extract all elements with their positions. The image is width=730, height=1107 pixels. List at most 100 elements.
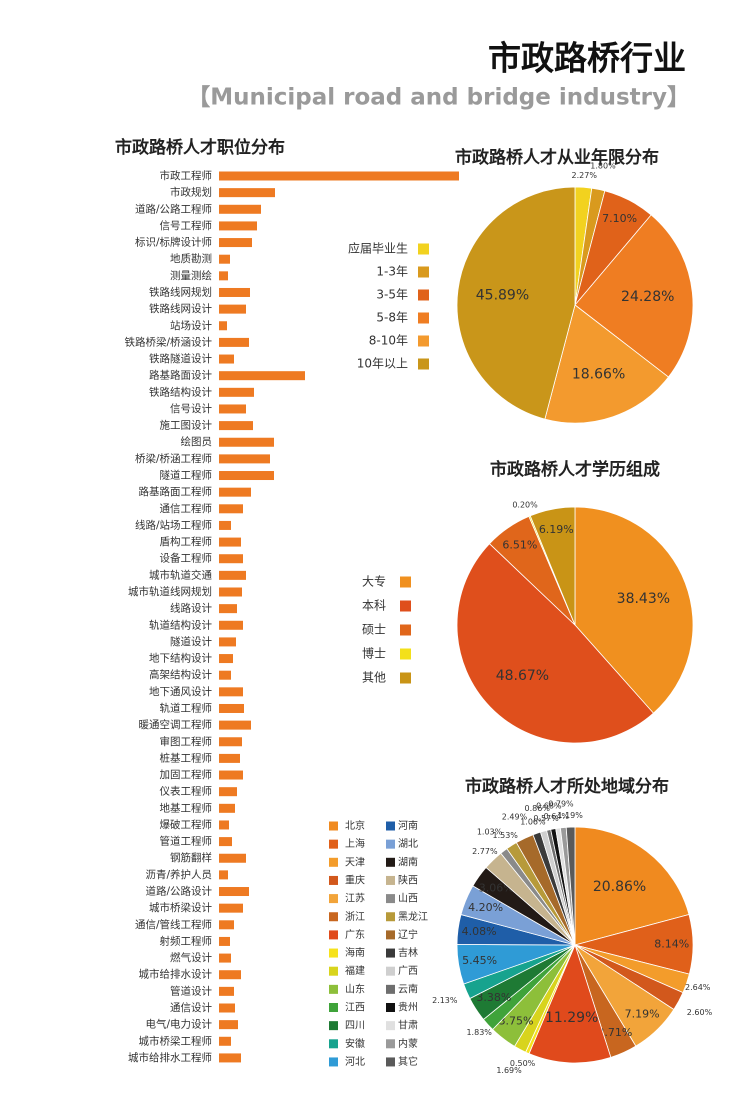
legend-label: 内蒙 — [398, 1037, 418, 1050]
pie-value-label: 2.27% — [572, 171, 598, 180]
bar-label: 隧道设计 — [170, 635, 212, 648]
pie-value-label: 0.79% — [548, 800, 574, 809]
bar — [219, 287, 250, 297]
legend-label: 山东 — [345, 982, 365, 995]
bar — [219, 970, 241, 980]
legend-swatch — [386, 930, 395, 940]
legend-swatch — [418, 358, 429, 370]
bar — [219, 188, 275, 198]
legend-swatch — [400, 576, 411, 588]
legend-swatch — [329, 930, 338, 940]
pie-value-label: 1.53% — [492, 831, 518, 840]
bar-label: 城市轨道线网规划 — [128, 585, 212, 598]
legend-swatch — [400, 624, 411, 636]
pie-value-label: 3.71% — [597, 1026, 632, 1039]
pie-value-label: 8.14% — [654, 937, 689, 950]
legend-label: 重庆 — [345, 873, 365, 886]
legend-swatch — [329, 984, 338, 994]
bar-label: 信号工程师 — [160, 219, 213, 232]
legend-label: 海南 — [345, 946, 365, 959]
bar-label: 加固工程师 — [160, 768, 213, 781]
legend-label: 陕西 — [398, 873, 418, 886]
chart-title: 市政路桥人才职位分布 — [115, 137, 285, 158]
bar-label: 城市给排水工程师 — [128, 1051, 212, 1064]
bar-label: 爆破工程师 — [160, 818, 213, 831]
legend-label: 本科 — [362, 599, 386, 613]
bar-label: 盾构工程师 — [160, 535, 213, 548]
bar-label: 路基路面设计 — [149, 369, 212, 382]
legend-swatch — [400, 600, 411, 612]
bar — [219, 337, 249, 347]
legend-swatch — [386, 912, 395, 922]
chart-title: 市政路桥人才从业年限分布 — [455, 147, 659, 168]
bar-label: 通信设计 — [170, 1001, 212, 1014]
legend-label: 硕士 — [362, 623, 386, 637]
legend-swatch — [386, 1021, 395, 1031]
bar — [219, 670, 231, 680]
legend-label: 河北 — [345, 1056, 365, 1068]
bar — [219, 903, 243, 913]
bar — [219, 471, 274, 481]
bar — [219, 870, 228, 880]
bar — [219, 853, 246, 863]
legend-label: 辽宁 — [398, 928, 418, 941]
bar-label: 燃气设计 — [170, 951, 212, 964]
bar — [219, 570, 246, 580]
bar — [219, 321, 227, 331]
legend-label: 江苏 — [345, 892, 365, 905]
bar-label: 管道设计 — [170, 984, 212, 997]
pie-value-label: 6.19% — [539, 523, 574, 536]
bar — [219, 887, 249, 897]
legend-swatch — [418, 266, 429, 278]
bar — [219, 770, 243, 780]
legend-swatch — [329, 912, 338, 922]
pie-value-label: 5.45% — [462, 954, 497, 967]
bar — [219, 820, 229, 830]
bar — [219, 1053, 241, 1063]
bar-label: 钢筋翻样 — [170, 851, 212, 864]
legend-swatch — [418, 312, 429, 324]
pie-slice — [528, 943, 612, 1064]
legend-swatch — [386, 875, 395, 885]
pie-value-label: 0.68% — [536, 801, 562, 810]
pie-value-label: 2.13% — [432, 996, 458, 1005]
legend-swatch — [329, 875, 338, 885]
bar-label: 轨道工程师 — [160, 701, 213, 714]
legend-swatch — [386, 984, 395, 994]
legend-label: 湖南 — [398, 855, 418, 868]
bar-label: 市政规划 — [170, 186, 212, 199]
bar — [219, 737, 242, 747]
bar — [219, 1020, 238, 1030]
legend-swatch — [418, 335, 429, 347]
legend-label: 广西 — [398, 965, 418, 977]
bar — [219, 604, 237, 614]
pie-value-label: 3.06% — [479, 882, 514, 895]
bar-label: 绘图员 — [181, 435, 213, 448]
bar-label: 市政工程师 — [160, 169, 213, 182]
pie-value-label: 1.80% — [590, 162, 616, 171]
legend-label: 天津 — [345, 856, 365, 868]
legend-label: 上海 — [345, 837, 365, 850]
legend-swatch — [329, 948, 338, 958]
bar-label: 站场设计 — [170, 319, 212, 332]
legend-label: 1-3年 — [376, 265, 408, 279]
bar — [219, 520, 231, 530]
bar-label: 施工图设计 — [160, 419, 213, 432]
bar — [219, 238, 252, 248]
legend-label: 江西 — [345, 1002, 365, 1014]
bar-label: 地质勘测 — [170, 252, 212, 265]
bar — [219, 953, 231, 963]
bar-label: 轨道结构设计 — [149, 618, 212, 631]
legend-label: 贵州 — [398, 1001, 418, 1014]
legend-swatch — [329, 1003, 338, 1012]
pie-slice — [456, 543, 654, 744]
bar — [219, 837, 232, 847]
bar-label: 沥青/养护人员 — [145, 868, 212, 881]
bar-label: 城市给排水设计 — [139, 968, 213, 981]
legend-label: 3-5年 — [376, 288, 408, 302]
legend-swatch — [386, 857, 395, 867]
bar — [219, 687, 243, 697]
pie-value-label: 20.86% — [593, 879, 646, 895]
bar-label: 地下通风设计 — [149, 685, 212, 698]
legend-swatch — [386, 839, 395, 849]
